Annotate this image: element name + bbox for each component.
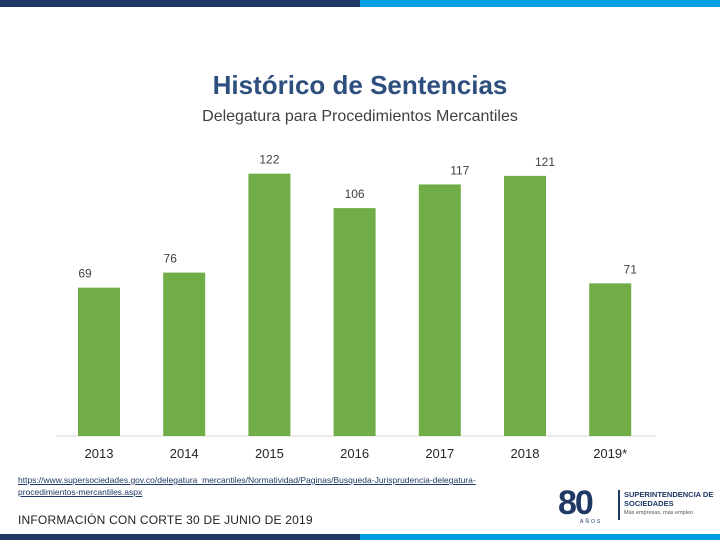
bar-2016 bbox=[333, 208, 376, 436]
logo-80: 80 bbox=[558, 484, 594, 522]
bar-chart: 69 2013 76 2014 122 2015 106 2016 117 2017 121 2018… bbox=[56, 153, 656, 461]
x-tick-label: 2015 bbox=[255, 446, 284, 461]
x-tick-label: 2019* bbox=[593, 446, 627, 461]
x-tick-label: 2017 bbox=[425, 446, 454, 461]
bottom-bar-navy bbox=[0, 534, 360, 540]
x-tick-label: 2014 bbox=[170, 446, 199, 461]
bottom-bar-blue bbox=[360, 534, 720, 540]
data-label: 117 bbox=[450, 163, 469, 177]
bar-2019 bbox=[589, 283, 632, 436]
data-label: 76 bbox=[164, 252, 178, 266]
top-bar-blue bbox=[360, 0, 720, 7]
data-label: 121 bbox=[535, 155, 555, 169]
data-label: 71 bbox=[624, 262, 638, 276]
bar-2017 bbox=[418, 184, 461, 436]
bar-2013 bbox=[78, 287, 120, 436]
logo-tagline: Más empresas, más empleo bbox=[624, 510, 694, 516]
data-label: 122 bbox=[259, 153, 279, 167]
top-bar-navy bbox=[0, 0, 360, 7]
bar-2018 bbox=[504, 175, 546, 436]
cutoff-note: INFORMACIÓN CON CORTE 30 DE JUNIO DE 201… bbox=[18, 513, 313, 527]
x-tick-label: 2013 bbox=[85, 446, 114, 461]
x-tick-label: 2018 bbox=[511, 446, 540, 461]
bar-2015 bbox=[248, 173, 291, 436]
supersociedades-logo: 80 AÑOS SUPERINTENDENCIA DE SOCIEDADES M… bbox=[558, 484, 713, 528]
logo-divider bbox=[618, 490, 620, 520]
chart-subtitle: Delegatura para Procedimientos Mercantil… bbox=[202, 108, 518, 125]
source-link[interactable]: https://www.supersociedades.gov.co/deleg… bbox=[18, 475, 476, 497]
chart-title: Histórico de Sentencias bbox=[212, 70, 508, 100]
data-label: 106 bbox=[345, 187, 365, 201]
data-label: 69 bbox=[78, 267, 92, 281]
bar-2014 bbox=[163, 272, 206, 436]
logo-name: SUPERINTENDENCIA DE SOCIEDADES bbox=[624, 490, 714, 508]
logo-anos: AÑOS bbox=[580, 519, 603, 525]
x-tick-label: 2016 bbox=[340, 446, 369, 461]
